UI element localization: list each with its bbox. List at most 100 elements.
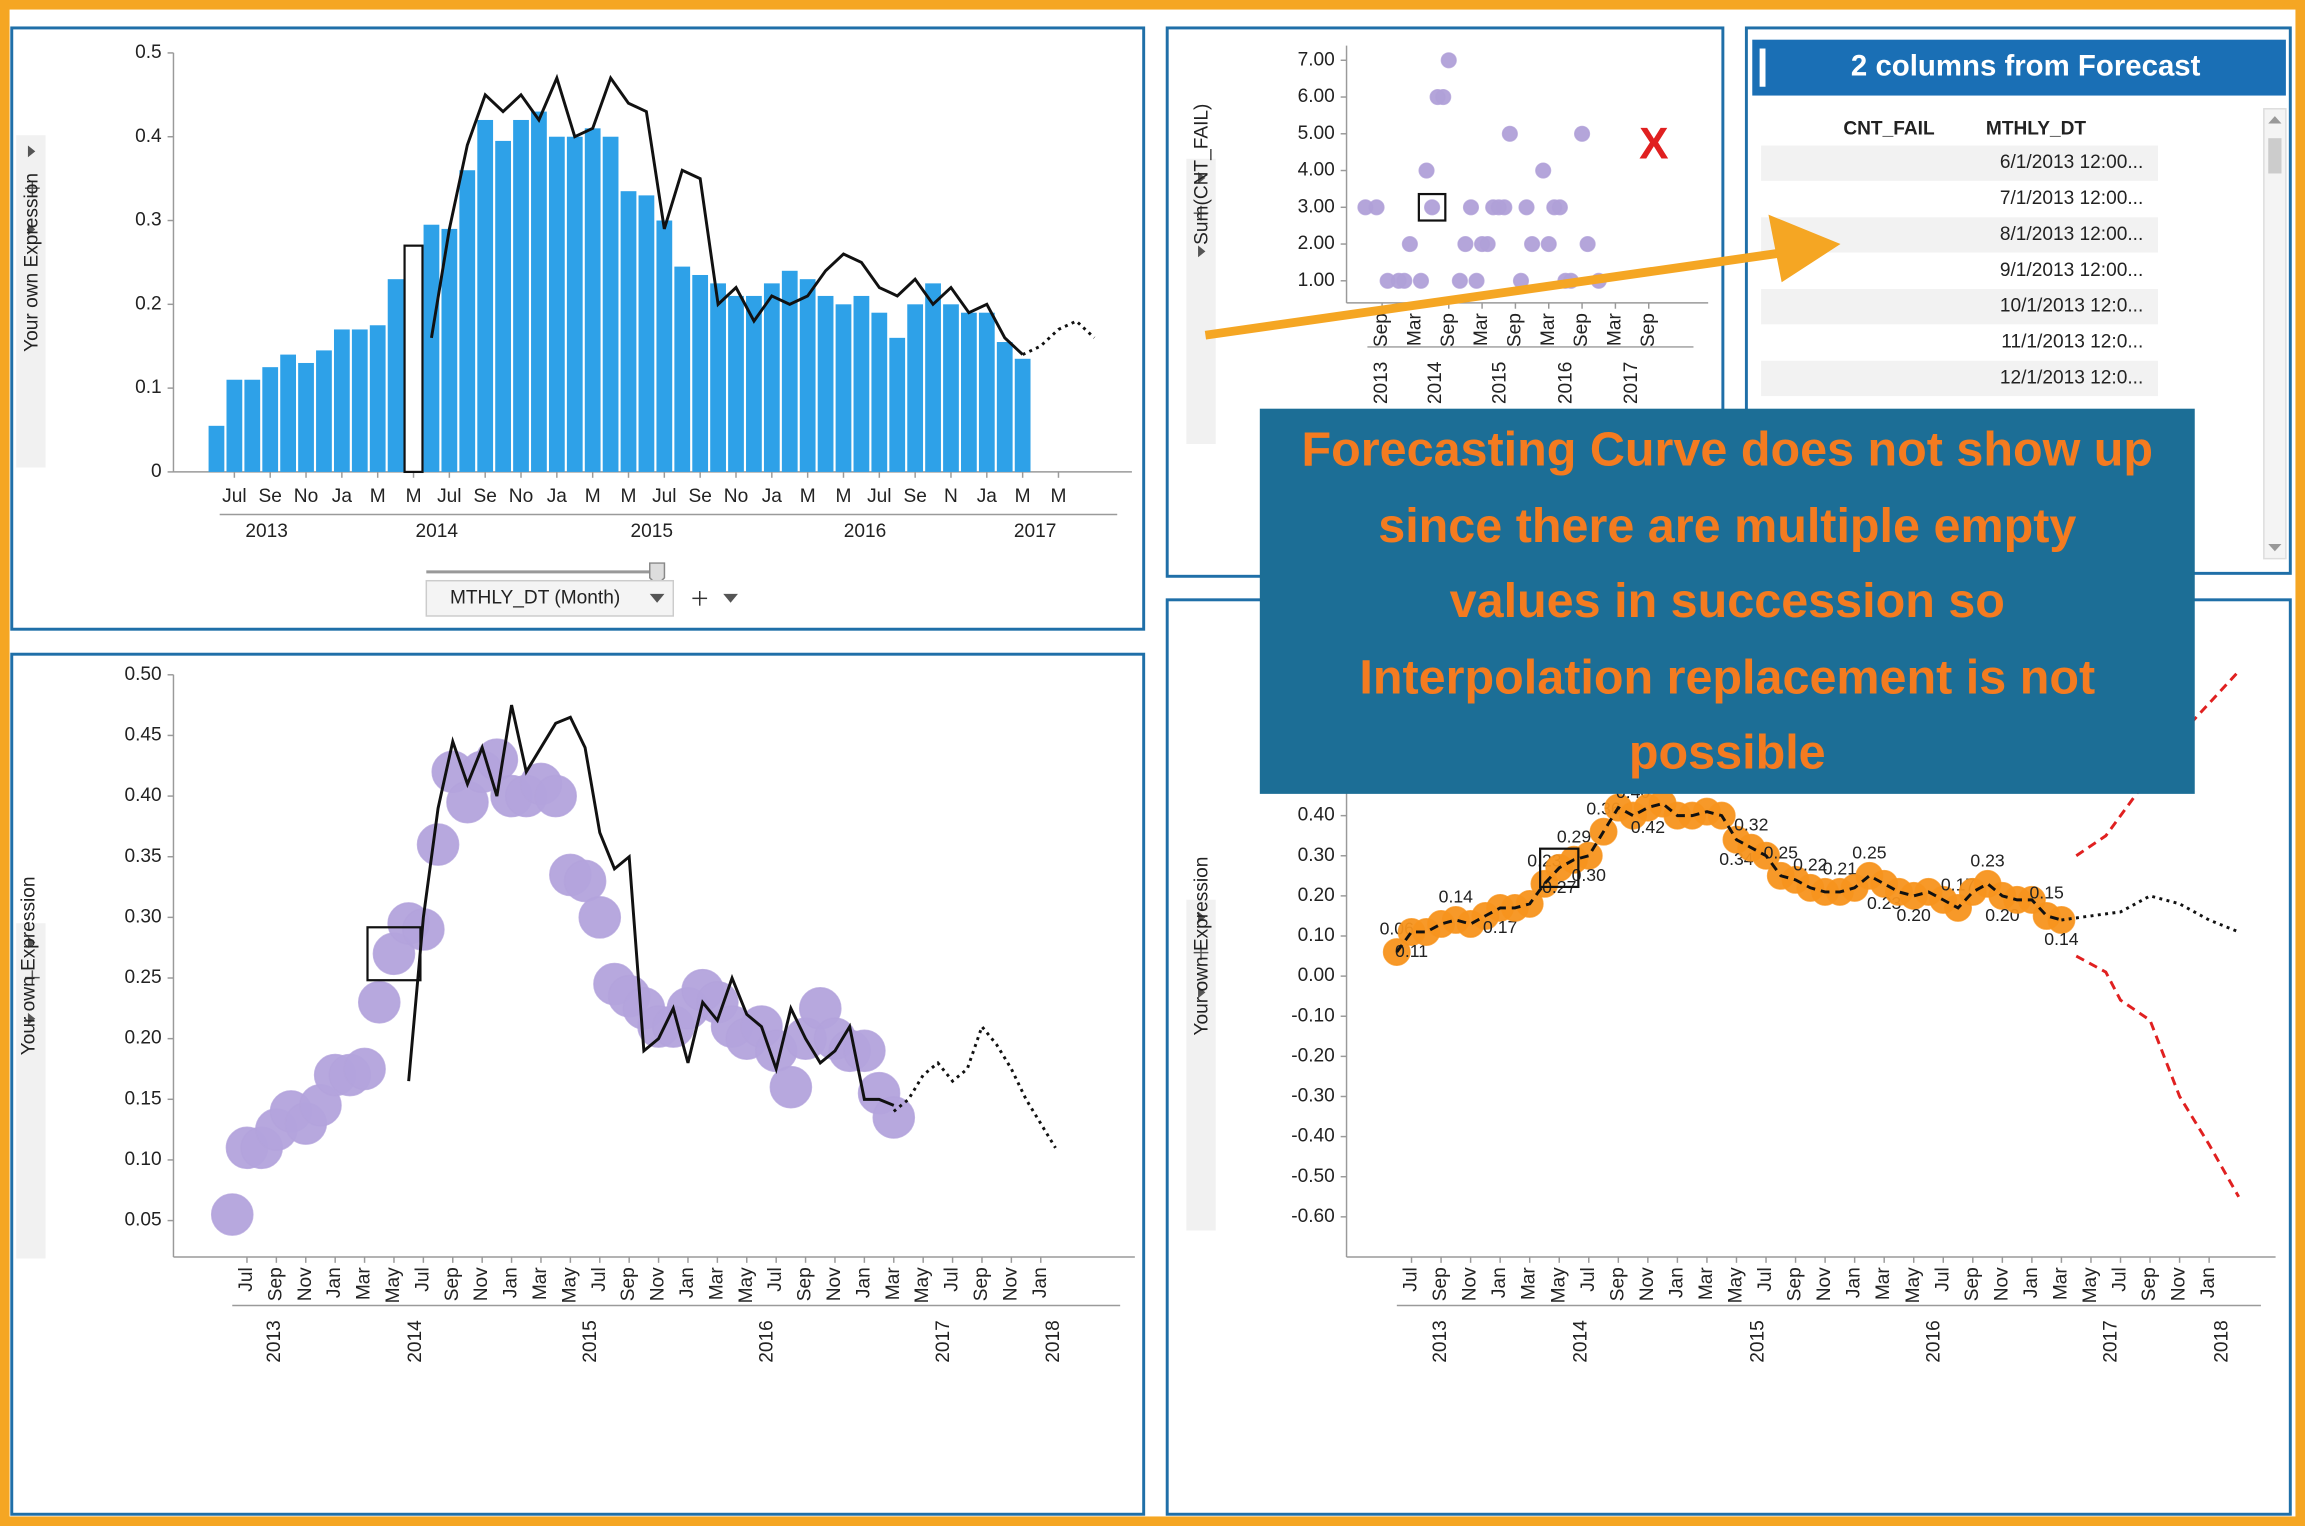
bar	[280, 354, 297, 472]
data-label: 0.32	[1734, 814, 1768, 834]
data-label: 0.20	[1897, 905, 1931, 925]
panel-bubble-chart	[10, 652, 1146, 1516]
x-tick-label: M	[585, 486, 601, 507]
bar	[531, 111, 547, 472]
side-strip[interactable]	[16, 135, 1216, 1259]
x-tick-label: Sep	[1371, 313, 1392, 347]
x-tick-label: M	[836, 486, 852, 507]
bar	[548, 136, 565, 472]
y-tick-label: 0.4	[135, 126, 162, 147]
x-tick-label: Nov	[2169, 1267, 2190, 1301]
y-tick-label: 0.3	[135, 210, 162, 231]
x-tick-label: No	[724, 486, 748, 507]
callout-line: Interpolation replacement is not	[1359, 650, 2095, 704]
dropdown-arrow	[649, 593, 665, 603]
bar	[781, 270, 798, 472]
bar	[763, 283, 780, 472]
x-tick-label: Sep	[1785, 1267, 1806, 1301]
bar	[262, 367, 279, 472]
data-label: 0.15	[2030, 883, 2065, 903]
x-tick-label: No	[294, 486, 318, 507]
year-label: 2014	[405, 1320, 426, 1363]
point	[769, 1065, 813, 1109]
triangle	[27, 1012, 36, 1025]
x-tick-label: Ja	[977, 486, 998, 507]
x-tick-label: Jan	[2021, 1267, 2042, 1298]
year-label: 2017	[1621, 362, 1642, 405]
x-tick-label: Mar	[1519, 1267, 1540, 1301]
x-tick-label: Jul	[437, 486, 461, 507]
year-label: 2016	[844, 521, 887, 542]
data-label: 0.14	[1439, 887, 1474, 907]
scroll-down[interactable]	[2268, 543, 2282, 552]
bar	[244, 379, 261, 472]
y-tick-label: -0.10	[1291, 1005, 1335, 1026]
bar	[871, 312, 888, 472]
x-tick-label: Jul	[222, 486, 246, 507]
x-tick-label: Sep	[442, 1267, 463, 1301]
point	[1479, 235, 1496, 253]
point	[872, 1096, 916, 1139]
triangle	[27, 145, 36, 158]
x-tick-label: Mar	[354, 1267, 375, 1301]
y-tick-label: 0.40	[125, 785, 162, 806]
x-tick-label: Sep	[1438, 313, 1459, 347]
callout-line: values in succession so	[1450, 574, 2005, 628]
point	[416, 823, 460, 866]
marker-x: X	[1639, 120, 1669, 169]
bar	[513, 119, 529, 472]
point	[1382, 938, 1411, 967]
point	[1412, 272, 1430, 289]
data-label: 0.23	[1970, 850, 2005, 870]
cell: 6/1/2013 12:00...	[2000, 152, 2143, 173]
x-tick-label: Nov	[471, 1267, 492, 1301]
dropdown[interactable]	[425, 579, 675, 617]
x-tick-label: Mar	[883, 1267, 904, 1301]
year-label: 2016	[1923, 1320, 1944, 1363]
point	[1573, 125, 1591, 142]
line	[407, 704, 895, 1107]
line	[1022, 319, 1096, 356]
bar	[387, 279, 404, 472]
selection-box	[403, 244, 424, 474]
y-tick-label: 0.5	[135, 42, 162, 63]
x-tick-label: Jan	[1666, 1267, 1687, 1298]
bar	[674, 266, 691, 472]
bar	[961, 312, 977, 472]
y-tick-label: 0.2	[135, 293, 162, 314]
year-label: 2016	[1556, 362, 1577, 405]
data-label: 0.25	[1764, 842, 1799, 862]
year-label: 2018	[1043, 1320, 1064, 1363]
x-tick-label: M	[800, 486, 816, 507]
x-tick-label: Se	[473, 486, 496, 507]
bar	[351, 329, 368, 472]
x-tick-label: Ja	[332, 486, 353, 507]
dropdown-arrow[interactable]	[723, 593, 738, 603]
x-tick-label: Nov	[1814, 1267, 1835, 1301]
point	[1579, 235, 1596, 253]
bar	[620, 191, 637, 472]
x-tick-label: Mar	[1404, 313, 1425, 347]
y-tick-label: -0.50	[1291, 1166, 1335, 1187]
scrollbar-thumb[interactable]	[2268, 138, 2282, 174]
point	[1457, 235, 1474, 253]
year-label: 2013	[1371, 362, 1392, 405]
x-tick-label: Sep	[2139, 1267, 2160, 1301]
y-axis-label: Your own Expression	[21, 173, 42, 352]
y-tick-label: 4.00	[1298, 160, 1335, 181]
x-tick-label: M	[406, 486, 422, 507]
year-label: 2015	[1489, 362, 1510, 405]
bar	[889, 337, 906, 472]
scrollbar[interactable]	[2263, 108, 2287, 560]
x-tick-label: Sep	[795, 1267, 816, 1301]
selection-box	[1417, 192, 1447, 222]
line	[892, 1023, 1057, 1149]
x-tick-label: Mar	[1873, 1267, 1894, 1301]
callout-line: Forecasting Curve does not show up	[1302, 423, 2154, 477]
x-tick-label: Mar	[2050, 1267, 2071, 1301]
x-tick-label: Jul	[589, 1267, 610, 1291]
scroll-up[interactable]	[2268, 116, 2282, 124]
x-tick-label: May	[2080, 1267, 2101, 1304]
line	[430, 73, 1024, 356]
point	[210, 1193, 254, 1236]
